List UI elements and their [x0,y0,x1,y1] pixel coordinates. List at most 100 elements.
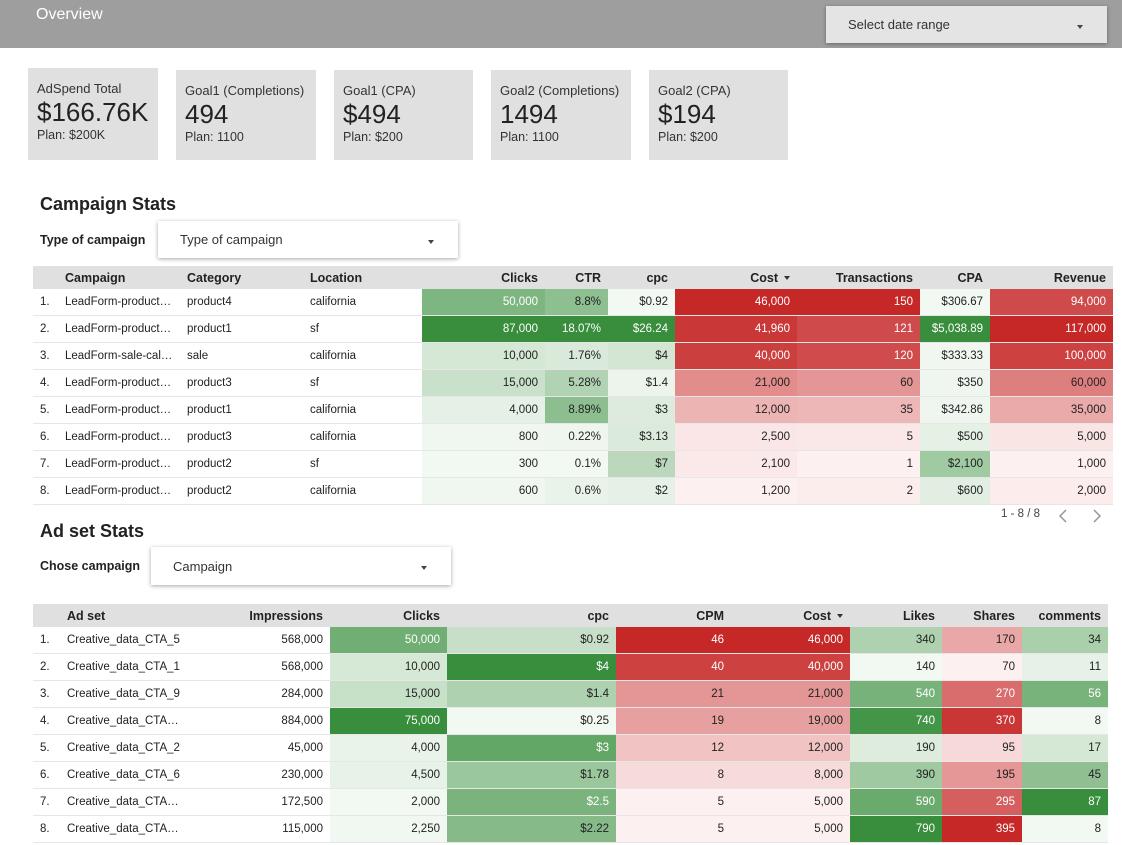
column-header[interactable]: Location [303,266,422,289]
table-cell: 41,960 [675,315,797,343]
kpi-value: 1494 [500,99,558,129]
table-cell: 1.76% [545,342,608,370]
kpi-plan: Plan: 1100 [185,130,244,144]
table-cell: 95 [942,734,1022,762]
campaign-type-select[interactable]: Type of campaign [158,221,458,258]
table-cell: 35,000 [990,396,1113,424]
kpi-plan: Plan: $200K [37,128,106,142]
select-placeholder: Campaign [173,558,233,574]
table-cell: 2,250 [330,815,447,843]
table-cell: product4 [180,289,303,316]
table-cell: $350 [920,369,990,397]
table-cell: 8.8% [545,289,608,316]
table-cell: 340 [850,627,942,654]
column-header[interactable]: Likes [850,604,942,627]
column-header[interactable]: Ad set [60,604,205,627]
table-cell: 8 [1022,707,1108,735]
table-cell: $0.92 [608,289,675,316]
table-cell: 5,000 [731,788,850,816]
table-cell: 40 [616,653,731,681]
kpi-label: Goal1 (CPA) [343,83,416,98]
table-cell: 1,000 [990,450,1113,478]
table-cell: product1 [180,396,303,424]
table-row: 3. Creative_data_CTA_9 284,000 15,000 $1.4 21… [33,680,1108,708]
column-header[interactable]: Category [180,266,303,289]
table-cell: product3 [180,423,303,451]
row-number: 3. [33,342,58,370]
select-placeholder: Type of campaign [180,232,283,247]
table-cell: $1.78 [447,761,616,789]
campaign-select[interactable]: Campaign [151,547,451,585]
table-cell: Creative_data_CTA_5 [60,627,205,654]
date-range-select[interactable]: Select date range [826,6,1107,43]
row-number: 3. [33,680,60,708]
table-cell: 12,000 [731,734,850,762]
table-cell: 100,000 [990,342,1113,370]
header-row: Campaign Category Location Clicks CTR cpc Cost… [33,266,1113,289]
table-cell: 12,000 [675,396,797,424]
table-row: 6. LeadForm-product3… product3 california 80… [33,423,1113,451]
table-cell: 270 [942,680,1022,708]
column-header[interactable]: Revenue [990,266,1113,289]
table-cell: 8 [1022,815,1108,843]
column-header[interactable]: Impressions [205,604,330,627]
table-cell: 8,000 [731,761,850,789]
table-cell: 2 [797,477,920,505]
kpi-value: $494 [343,99,401,129]
table-cell: 4,000 [330,734,447,762]
table-cell: california [303,289,422,316]
table-cell: 150 [797,289,920,316]
table-cell: 190 [850,734,942,762]
column-header[interactable]: CPA [920,266,990,289]
kpi-value: $194 [658,99,716,129]
table-cell: 35 [797,396,920,424]
table-cell: 540 [850,680,942,708]
table-cell: 5 [616,788,731,816]
column-header[interactable]: Cost [675,266,797,289]
column-header[interactable]: Campaign [58,266,180,289]
row-number: 6. [33,423,58,451]
table-cell: 94,000 [990,289,1113,316]
prev-page[interactable] [1058,509,1067,523]
table-cell: 590 [850,788,942,816]
table-cell: product2 [180,477,303,505]
table-cell: $306.67 [920,289,990,316]
filter-label: Type of campaign [40,233,146,247]
next-page[interactable] [1093,509,1102,523]
table-cell: 50,000 [422,289,545,316]
table-cell: 5.28% [545,369,608,397]
column-header[interactable]: CTR [545,266,608,289]
table-cell: 21,000 [675,369,797,397]
row-number: 2. [33,315,58,343]
column-header[interactable]: cpc [447,604,616,627]
column-header[interactable]: Transactions [797,266,920,289]
table-cell: 15,000 [422,369,545,397]
table-row: 4. Creative_data_CTA… 884,000 75,000 $0.25 19… [33,707,1108,735]
table-cell: $3.13 [608,423,675,451]
column-header[interactable]: Clicks [422,266,545,289]
filter-label: Chose campaign [40,559,141,573]
column-header[interactable]: Shares [942,604,1022,627]
table-row: 7. Creative_data_CTA… 172,500 2,000 $2.5 5 5,0… [33,788,1108,816]
table-cell: 0.6% [545,477,608,505]
table-cell: 10,000 [330,653,447,681]
table-cell: sf [303,369,422,397]
kpi-card: Goal1 (CPA) $494 Plan: $200 [334,70,473,160]
table-cell: 284,000 [205,680,330,708]
table-cell: $5,038.89 [920,315,990,343]
kpi-card: Goal1 (Completions) 494 Plan: 1100 [176,70,316,160]
table-cell: $2.5 [447,788,616,816]
column-header[interactable]: cpc [608,266,675,289]
column-header[interactable]: CPM [616,604,731,627]
table-cell: 300 [422,450,545,478]
table-cell: 117,000 [990,315,1113,343]
column-header[interactable]: comments [1022,604,1108,627]
table-cell: $3 [447,734,616,762]
table-cell: 195 [942,761,1022,789]
table-cell: $26.24 [608,315,675,343]
kpi-card: AdSpend Total $166.76K Plan: $200K [28,68,158,160]
column-header[interactable]: Cost [731,604,850,627]
table-cell: product3 [180,369,303,397]
table-row: 5. LeadForm-product1… product1 california 4,… [33,396,1113,424]
column-header[interactable]: Clicks [330,604,447,627]
